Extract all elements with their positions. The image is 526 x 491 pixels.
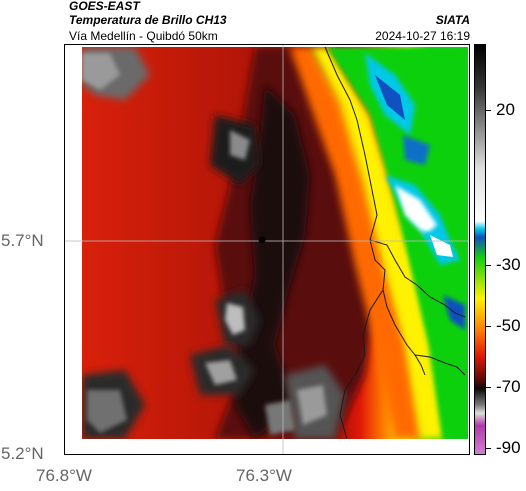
temperature-map (65, 45, 469, 454)
lon-label-763: 76.3°W (236, 466, 292, 485)
datetime-label: 2024-10-27 16:19 (375, 29, 470, 43)
colorbar-tick (486, 265, 491, 266)
gridlines (65, 45, 469, 454)
colorbar-tick (486, 326, 491, 327)
route-subtitle: Vía Medellín - Quibdó 50km (69, 29, 218, 43)
lat-label-57: 5.7°N (1, 231, 44, 250)
colorbar-label-neg50: -50 (496, 316, 521, 335)
lat-label-52: 5.2°N (1, 444, 44, 463)
colorbar-tick (486, 448, 491, 449)
product-title: Temperatura de Brillo CH13 (69, 13, 227, 27)
colorbar-label-neg70: -70 (496, 377, 521, 396)
colorbar-label-neg90: -90 (496, 438, 521, 457)
satellite-title: GOES-EAST (69, 0, 140, 13)
agency-label: SIATA (435, 13, 470, 27)
imagery-layer (82, 47, 468, 439)
point-marker (258, 236, 266, 244)
colorbar-tick (486, 387, 491, 388)
colorbar (474, 44, 486, 455)
colorbar-tick (486, 110, 491, 111)
colorbar-label-neg30: -30 (496, 255, 521, 274)
boundary-lines (324, 46, 466, 440)
colorbar-label-20: 20 (496, 100, 515, 119)
map-panel[interactable] (64, 44, 470, 455)
lon-label-768: 76.8°W (36, 466, 92, 485)
